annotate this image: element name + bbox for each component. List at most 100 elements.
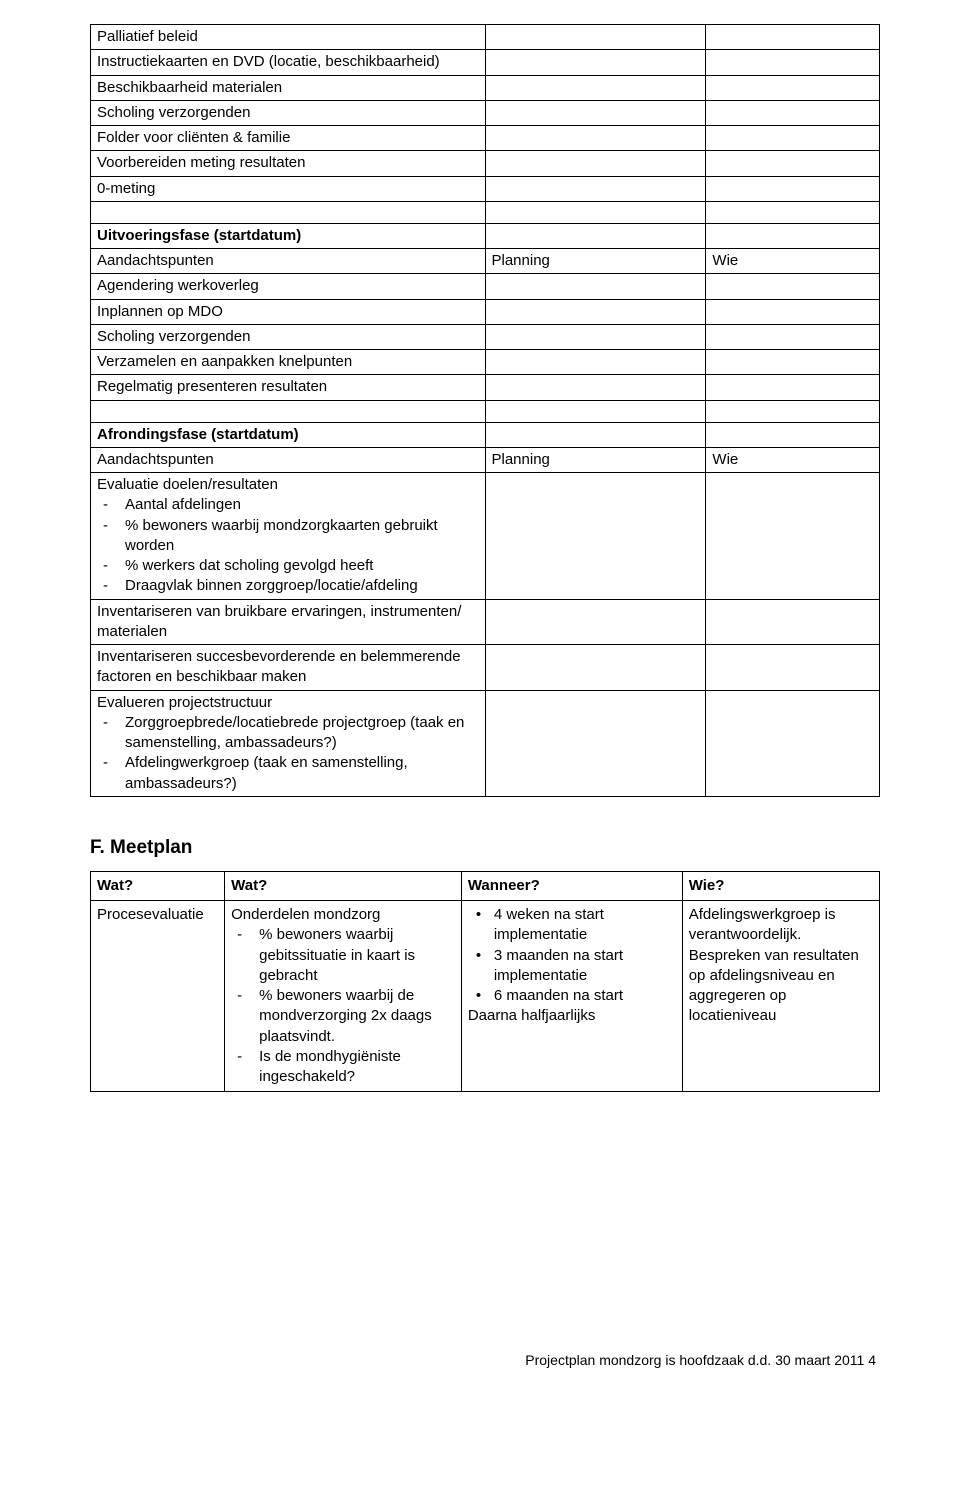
table-row: Folder voor cliënten & familie — [91, 126, 880, 151]
cell — [485, 151, 706, 176]
cell: Instructiekaarten en DVD (locatie, besch… — [91, 50, 486, 75]
cell: 0-meting — [91, 176, 486, 201]
table-row: Scholing verzorgenden — [91, 100, 880, 125]
table-row: Evalueren projectstructuur Zorggroepbred… — [91, 690, 880, 796]
subheader-row: Aandachtspunten Planning Wie — [91, 447, 880, 472]
cell-lead: Evalueren projectstructuur — [97, 694, 272, 711]
planning-table: Palliatief beleid Instructiekaarten en D… — [90, 24, 880, 797]
list-item: 4 weken na start implementatie — [468, 905, 676, 946]
section-header: Afrondingsfase (startdatum) — [91, 422, 486, 447]
cell: Agendering werkoverleg — [91, 274, 486, 299]
table-row: Scholing verzorgenden — [91, 324, 880, 349]
cell — [706, 375, 880, 400]
cell — [706, 50, 880, 75]
table-row: Evaluatie doelen/resultaten Aantal afdel… — [91, 473, 880, 600]
table-row: Voorbereiden meting resultaten — [91, 151, 880, 176]
dash-list: % bewoners waarbij gebitssituatie in kaa… — [231, 925, 455, 1087]
col-header: Planning — [485, 447, 706, 472]
page-footer: Projectplan mondzorg is hoofdzaak d.d. 3… — [90, 1352, 880, 1368]
cell — [706, 690, 880, 796]
header-row: Wat? Wat? Wanneer? Wie? — [91, 871, 880, 900]
cell — [706, 299, 880, 324]
cell: Inventariseren succesbevorderende en bel… — [91, 645, 486, 691]
cell — [485, 645, 706, 691]
cell — [485, 50, 706, 75]
cell: Beschikbaarheid materialen — [91, 75, 486, 100]
list-item: Zorggroepbrede/locatiebrede projectgroep… — [97, 713, 479, 754]
table-row: Regelmatig presenteren resultaten — [91, 375, 880, 400]
col-header: Wat? — [225, 871, 462, 900]
cell — [706, 599, 880, 645]
cell — [485, 100, 706, 125]
cell — [485, 25, 706, 50]
cell — [485, 324, 706, 349]
cell: Evaluatie doelen/resultaten Aantal afdel… — [91, 473, 486, 600]
spacer-row — [91, 400, 880, 422]
dash-list: Aantal afdelingen % bewoners waarbij mon… — [97, 495, 479, 596]
cell: Scholing verzorgenden — [91, 100, 486, 125]
col-header: Wie — [706, 249, 880, 274]
cell — [485, 126, 706, 151]
cell: 4 weken na start implementatie 3 maanden… — [461, 901, 682, 1092]
cell — [485, 375, 706, 400]
cell — [706, 25, 880, 50]
cell — [706, 422, 880, 447]
cell: Palliatief beleid — [91, 25, 486, 50]
list-item: % bewoners waarbij mondzorgkaarten gebru… — [97, 516, 479, 557]
table-row: Agendering werkoverleg — [91, 274, 880, 299]
cell — [706, 473, 880, 600]
cell: Regelmatig presenteren resultaten — [91, 375, 486, 400]
table-row: Verzamelen en aanpakken knelpunten — [91, 350, 880, 375]
table-row: Inventariseren van bruikbare ervaringen,… — [91, 599, 880, 645]
cell: Verzamelen en aanpakken knelpunten — [91, 350, 486, 375]
list-item: Is de mondhygiëniste ingeschakeld? — [231, 1047, 455, 1088]
subheader-row: Aandachtspunten Planning Wie — [91, 249, 880, 274]
table-row: Instructiekaarten en DVD (locatie, besch… — [91, 50, 880, 75]
cell-lead: Onderdelen mondzorg — [231, 906, 380, 923]
cell: Voorbereiden meting resultaten — [91, 151, 486, 176]
cell: Evalueren projectstructuur Zorggroepbred… — [91, 690, 486, 796]
list-item: % bewoners waarbij de mondverzorging 2x … — [231, 986, 455, 1047]
list-item: 6 maanden na start — [468, 986, 676, 1006]
col-header: Aandachtspunten — [91, 447, 486, 472]
table-row: Palliatief beleid — [91, 25, 880, 50]
cell: Folder voor cliënten & familie — [91, 126, 486, 151]
cell — [485, 176, 706, 201]
col-header: Wanneer? — [461, 871, 682, 900]
cell — [706, 223, 880, 248]
list-item: Draagvlak binnen zorggroep/locatie/afdel… — [97, 576, 479, 596]
cell — [706, 100, 880, 125]
col-header: Planning — [485, 249, 706, 274]
cell — [485, 473, 706, 600]
cell — [706, 645, 880, 691]
cell: Inplannen op MDO — [91, 299, 486, 324]
cell — [706, 350, 880, 375]
col-header: Wat? — [91, 871, 225, 900]
cell — [485, 299, 706, 324]
table-row: Inventariseren succesbevorderende en bel… — [91, 645, 880, 691]
section-heading-meetplan: F. Meetplan — [90, 837, 880, 859]
cell — [706, 75, 880, 100]
col-header: Aandachtspunten — [91, 249, 486, 274]
cell — [485, 223, 706, 248]
col-header: Wie? — [682, 871, 879, 900]
list-item: Afdelingwerkgroep (taak en samenstelling… — [97, 753, 479, 794]
dash-list: Zorggroepbrede/locatiebrede projectgroep… — [97, 713, 479, 794]
cell — [706, 151, 880, 176]
table-row: Beschikbaarheid materialen — [91, 75, 880, 100]
page: Palliatief beleid Instructiekaarten en D… — [0, 0, 960, 1408]
table-row: Procesevaluatie Onderdelen mondzorg % be… — [91, 901, 880, 1092]
cell — [706, 126, 880, 151]
cell — [485, 350, 706, 375]
cell: Onderdelen mondzorg % bewoners waarbij g… — [225, 901, 462, 1092]
list-item: Aantal afdelingen — [97, 495, 479, 515]
list-item: 3 maanden na start implementatie — [468, 946, 676, 987]
section-header-row: Afrondingsfase (startdatum) — [91, 422, 880, 447]
cell — [485, 274, 706, 299]
cell: Afdelingswerkgroep is verantwoordelijk. … — [682, 901, 879, 1092]
cell — [706, 274, 880, 299]
table-row: Inplannen op MDO — [91, 299, 880, 324]
cell: Procesevaluatie — [91, 901, 225, 1092]
cell — [706, 324, 880, 349]
cell — [706, 176, 880, 201]
